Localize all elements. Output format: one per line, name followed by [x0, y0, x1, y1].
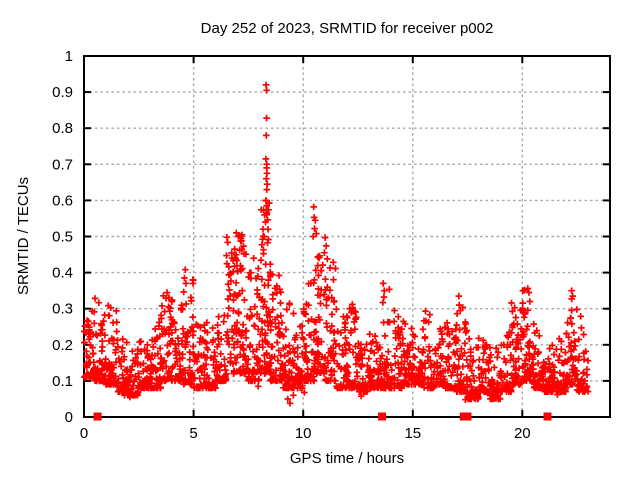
- scatter-points: [81, 81, 592, 421]
- y-tick-label: 0.8: [52, 120, 73, 137]
- axis-square-marker: [463, 412, 472, 421]
- y-tick-label: 1: [65, 48, 73, 65]
- axes-and-ticks: 0 5 10 15 20 0 0.1 0.2 0.3 0.4 0.5 0.6 0.7 0.8 0.9 1: [52, 48, 611, 442]
- x-axis-label: GPS time / hours: [290, 450, 404, 467]
- y-tick-label: 0: [65, 409, 73, 426]
- x-tick-label: 15: [404, 425, 421, 442]
- x-tick-label: 20: [514, 425, 531, 442]
- srmtid-plus-markers: [81, 81, 592, 407]
- chart-title: Day 252 of 2023, SRMTID for receiver p00…: [201, 20, 494, 37]
- x-tick-label: 10: [295, 425, 312, 442]
- axis-square-marker: [93, 412, 102, 421]
- x-tick-label: 0: [80, 425, 88, 442]
- y-tick-label: 0.7: [52, 156, 73, 173]
- axis-square-marker: [543, 412, 552, 421]
- y-tick-label: 0.3: [52, 301, 73, 318]
- y-axis-label: SRMTID / TECUs: [15, 177, 32, 295]
- y-tick-label: 0.9: [52, 84, 73, 101]
- y-tick-label: 0.1: [52, 373, 73, 390]
- y-tick-label: 0.2: [52, 337, 73, 354]
- y-tick-label: 0.5: [52, 229, 73, 246]
- axis-square-marker: [378, 412, 387, 421]
- y-tick-label: 0.6: [52, 192, 73, 209]
- x-tick-label: 5: [189, 425, 197, 442]
- y-tick-label: 0.4: [52, 265, 73, 282]
